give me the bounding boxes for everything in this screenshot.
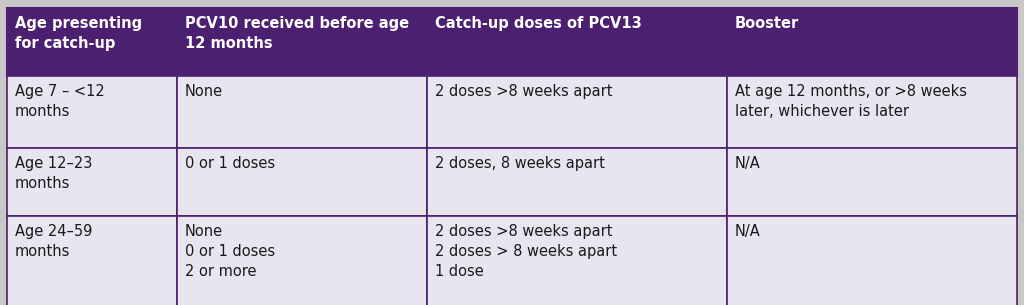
Bar [727,216,1017,305]
Bar [177,76,427,148]
Bar [177,8,427,76]
Bar [727,8,1017,76]
Text: 2 doses >8 weeks apart
2 doses > 8 weeks apart
1 dose: 2 doses >8 weeks apart 2 doses > 8 weeks… [435,224,617,278]
Text: N/A: N/A [735,224,761,239]
Bar [177,148,427,216]
Text: Booster: Booster [735,16,800,31]
Bar [427,8,727,76]
Text: Age 24–59
months: Age 24–59 months [15,224,92,259]
Bar [7,8,177,76]
Bar [427,148,727,216]
Text: Age presenting
for catch-up: Age presenting for catch-up [15,16,142,51]
Text: N/A: N/A [735,156,761,171]
Text: Catch-up doses of PCV13: Catch-up doses of PCV13 [435,16,642,31]
Bar [727,148,1017,216]
Text: 2 doses >8 weeks apart: 2 doses >8 weeks apart [435,84,612,99]
Text: Age 7 – <12
months: Age 7 – <12 months [15,84,104,119]
Text: At age 12 months, or >8 weeks
later, whichever is later: At age 12 months, or >8 weeks later, whi… [735,84,967,119]
Bar [7,76,177,148]
Bar [7,148,177,216]
Text: 2 doses, 8 weeks apart: 2 doses, 8 weeks apart [435,156,605,171]
Text: None
0 or 1 doses
2 or more: None 0 or 1 doses 2 or more [185,224,275,278]
Bar [177,216,427,305]
Text: None: None [185,84,223,99]
Bar [727,76,1017,148]
Bar [7,216,177,305]
Bar [427,216,727,305]
Bar [427,76,727,148]
Text: Age 12–23
months: Age 12–23 months [15,156,92,191]
Text: PCV10 received before age
12 months: PCV10 received before age 12 months [185,16,410,51]
Text: 0 or 1 doses: 0 or 1 doses [185,156,275,171]
